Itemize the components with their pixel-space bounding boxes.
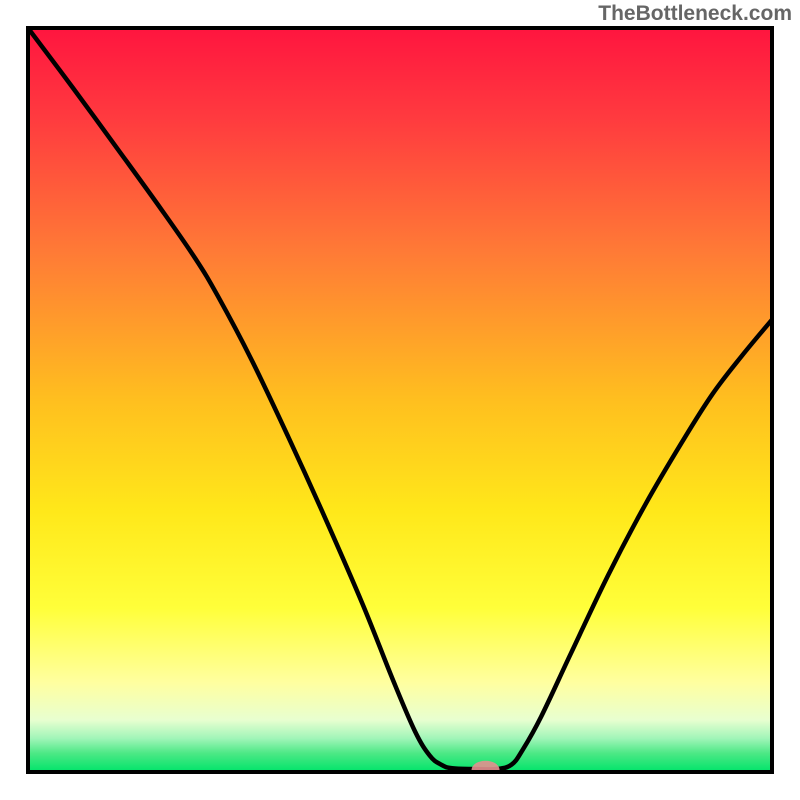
chart-container: TheBottleneck.com xyxy=(0,0,800,800)
bottleneck-chart xyxy=(0,0,800,800)
optimal-point-marker xyxy=(472,761,500,779)
plot-background xyxy=(28,28,772,772)
watermark-text: TheBottleneck.com xyxy=(598,2,792,26)
